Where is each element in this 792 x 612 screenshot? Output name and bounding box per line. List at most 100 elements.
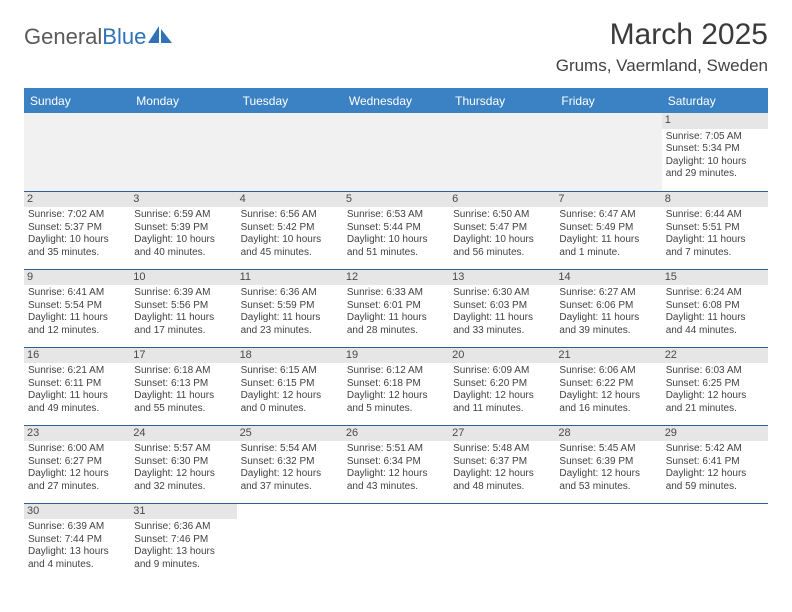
calendar-cell <box>343 503 449 581</box>
calendar-cell: 16Sunrise: 6:21 AMSunset: 6:11 PMDayligh… <box>24 347 130 425</box>
day-number: 26 <box>343 426 449 442</box>
calendar-cell: 19Sunrise: 6:12 AMSunset: 6:18 PMDayligh… <box>343 347 449 425</box>
daylight-line: Daylight: 11 hours and 28 minutes. <box>347 312 445 337</box>
sunrise-line: Sunrise: 6:21 AM <box>28 365 126 378</box>
daylight-line: Daylight: 12 hours and 27 minutes. <box>28 468 126 493</box>
calendar-header-row: Sunday Monday Tuesday Wednesday Thursday… <box>24 89 768 114</box>
sunrise-line: Sunrise: 6:33 AM <box>347 287 445 300</box>
calendar-week-row: 16Sunrise: 6:21 AMSunset: 6:11 PMDayligh… <box>24 347 768 425</box>
day-number: 27 <box>449 426 555 442</box>
sunrise-line: Sunrise: 6:24 AM <box>666 287 764 300</box>
calendar-cell <box>662 503 768 581</box>
day-number: 5 <box>343 192 449 208</box>
calendar-cell: 25Sunrise: 5:54 AMSunset: 6:32 PMDayligh… <box>237 425 343 503</box>
calendar-cell: 1Sunrise: 7:05 AMSunset: 5:34 PMDaylight… <box>662 113 768 191</box>
daylight-line: Daylight: 12 hours and 43 minutes. <box>347 468 445 493</box>
sunset-line: Sunset: 5:59 PM <box>241 300 339 313</box>
calendar-cell: 10Sunrise: 6:39 AMSunset: 5:56 PMDayligh… <box>130 269 236 347</box>
calendar-week-row: 9Sunrise: 6:41 AMSunset: 5:54 PMDaylight… <box>24 269 768 347</box>
daylight-line: Daylight: 11 hours and 12 minutes. <box>28 312 126 337</box>
day-header: Monday <box>130 89 236 114</box>
day-number: 8 <box>662 192 768 208</box>
sunset-line: Sunset: 6:20 PM <box>453 378 551 391</box>
day-number: 30 <box>24 504 130 520</box>
sunrise-line: Sunrise: 6:15 AM <box>241 365 339 378</box>
sunset-line: Sunset: 6:22 PM <box>559 378 657 391</box>
calendar-week-row: 23Sunrise: 6:00 AMSunset: 6:27 PMDayligh… <box>24 425 768 503</box>
sunset-line: Sunset: 5:39 PM <box>134 222 232 235</box>
daylight-line: Daylight: 11 hours and 1 minute. <box>559 234 657 259</box>
sunset-line: Sunset: 6:01 PM <box>347 300 445 313</box>
sunrise-line: Sunrise: 6:36 AM <box>241 287 339 300</box>
calendar-cell <box>130 113 236 191</box>
sunset-line: Sunset: 5:47 PM <box>453 222 551 235</box>
sunset-line: Sunset: 6:39 PM <box>559 456 657 469</box>
daylight-line: Daylight: 12 hours and 11 minutes. <box>453 390 551 415</box>
calendar-cell: 29Sunrise: 5:42 AMSunset: 6:41 PMDayligh… <box>662 425 768 503</box>
calendar-cell <box>237 113 343 191</box>
month-title: March 2025 <box>556 18 768 52</box>
day-number: 31 <box>130 504 236 520</box>
calendar-cell <box>449 503 555 581</box>
sunrise-line: Sunrise: 6:59 AM <box>134 209 232 222</box>
day-number: 23 <box>24 426 130 442</box>
sunrise-line: Sunrise: 5:51 AM <box>347 443 445 456</box>
day-number: 28 <box>555 426 661 442</box>
daylight-line: Daylight: 12 hours and 53 minutes. <box>559 468 657 493</box>
calendar-cell: 7Sunrise: 6:47 AMSunset: 5:49 PMDaylight… <box>555 191 661 269</box>
daylight-line: Daylight: 12 hours and 37 minutes. <box>241 468 339 493</box>
calendar-cell: 28Sunrise: 5:45 AMSunset: 6:39 PMDayligh… <box>555 425 661 503</box>
daylight-line: Daylight: 10 hours and 35 minutes. <box>28 234 126 259</box>
day-number: 25 <box>237 426 343 442</box>
calendar-cell <box>449 113 555 191</box>
sunrise-line: Sunrise: 5:57 AM <box>134 443 232 456</box>
day-number: 22 <box>662 348 768 364</box>
day-header: Sunday <box>24 89 130 114</box>
daylight-line: Daylight: 11 hours and 7 minutes. <box>666 234 764 259</box>
daylight-line: Daylight: 12 hours and 21 minutes. <box>666 390 764 415</box>
sunrise-line: Sunrise: 6:41 AM <box>28 287 126 300</box>
sunrise-line: Sunrise: 5:54 AM <box>241 443 339 456</box>
sunrise-line: Sunrise: 6:18 AM <box>134 365 232 378</box>
sunset-line: Sunset: 5:44 PM <box>347 222 445 235</box>
sunset-line: Sunset: 5:34 PM <box>666 143 764 156</box>
day-number: 21 <box>555 348 661 364</box>
calendar-cell: 30Sunrise: 6:39 AMSunset: 7:44 PMDayligh… <box>24 503 130 581</box>
sunset-line: Sunset: 6:27 PM <box>28 456 126 469</box>
day-number: 4 <box>237 192 343 208</box>
sunset-line: Sunset: 5:37 PM <box>28 222 126 235</box>
calendar-cell <box>555 113 661 191</box>
sunrise-line: Sunrise: 6:30 AM <box>453 287 551 300</box>
calendar-cell: 3Sunrise: 6:59 AMSunset: 5:39 PMDaylight… <box>130 191 236 269</box>
daylight-line: Daylight: 12 hours and 5 minutes. <box>347 390 445 415</box>
sunset-line: Sunset: 5:42 PM <box>241 222 339 235</box>
sunrise-line: Sunrise: 5:48 AM <box>453 443 551 456</box>
calendar-cell: 22Sunrise: 6:03 AMSunset: 6:25 PMDayligh… <box>662 347 768 425</box>
day-number: 1 <box>662 113 768 129</box>
day-number: 14 <box>555 270 661 286</box>
sunset-line: Sunset: 6:25 PM <box>666 378 764 391</box>
calendar-cell: 12Sunrise: 6:33 AMSunset: 6:01 PMDayligh… <box>343 269 449 347</box>
sunrise-line: Sunrise: 6:53 AM <box>347 209 445 222</box>
day-header: Friday <box>555 89 661 114</box>
sunset-line: Sunset: 6:30 PM <box>134 456 232 469</box>
day-header: Tuesday <box>237 89 343 114</box>
sunrise-line: Sunrise: 6:47 AM <box>559 209 657 222</box>
sunset-line: Sunset: 5:49 PM <box>559 222 657 235</box>
calendar-cell: 26Sunrise: 5:51 AMSunset: 6:34 PMDayligh… <box>343 425 449 503</box>
day-number: 3 <box>130 192 236 208</box>
day-number: 9 <box>24 270 130 286</box>
sunset-line: Sunset: 6:03 PM <box>453 300 551 313</box>
sunset-line: Sunset: 6:08 PM <box>666 300 764 313</box>
day-number: 15 <box>662 270 768 286</box>
calendar-week-row: 30Sunrise: 6:39 AMSunset: 7:44 PMDayligh… <box>24 503 768 581</box>
sunrise-line: Sunrise: 7:05 AM <box>666 131 764 144</box>
calendar-cell: 21Sunrise: 6:06 AMSunset: 6:22 PMDayligh… <box>555 347 661 425</box>
sunset-line: Sunset: 6:37 PM <box>453 456 551 469</box>
calendar-cell: 8Sunrise: 6:44 AMSunset: 5:51 PMDaylight… <box>662 191 768 269</box>
daylight-line: Daylight: 11 hours and 39 minutes. <box>559 312 657 337</box>
day-number: 20 <box>449 348 555 364</box>
day-header: Saturday <box>662 89 768 114</box>
calendar-cell: 5Sunrise: 6:53 AMSunset: 5:44 PMDaylight… <box>343 191 449 269</box>
header: GeneralBlue March 2025 Grums, Vaermland,… <box>24 18 768 76</box>
